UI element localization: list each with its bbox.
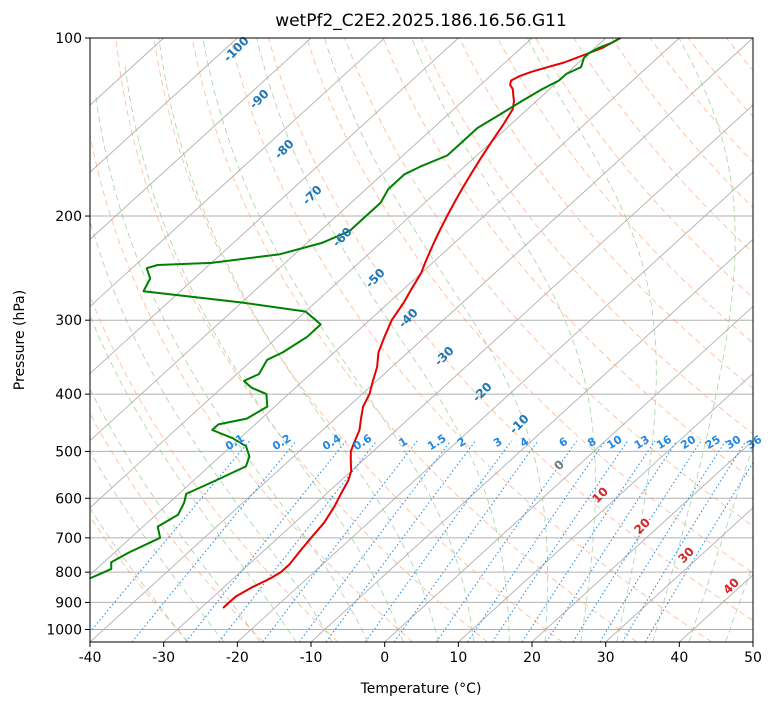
mixing-ratio-line [622, 441, 746, 642]
x-tick-label: 10 [449, 650, 467, 666]
y-tick-label: 100 [55, 31, 82, 47]
x-tick-label: 30 [597, 650, 615, 666]
dry-adiabat-line [192, 38, 637, 642]
dry-adiabat-line [497, 38, 775, 642]
dry-adiabat-line [0, 38, 189, 642]
mixing-ratio-label: 0.6 [351, 432, 375, 454]
moist-adiabat-line [68, 115, 332, 642]
mixing-ratio-line [219, 441, 377, 642]
mixing-ratio-label: 30 [724, 433, 744, 452]
mixing-ratio-label: 3 [491, 435, 504, 450]
mixing-ratio-line [132, 441, 296, 642]
moist-adiabat-line [726, 38, 775, 642]
theta-e-label: -80 [272, 137, 297, 162]
isotherm-line [16, 38, 679, 642]
x-axis-label: Temperature (°C) [360, 681, 482, 697]
moist-adiabat-line [203, 38, 474, 642]
mixing-ratio-label: 16 [654, 433, 674, 452]
dry-adiabat-line [78, 38, 413, 642]
y-tick-label: 1000 [46, 622, 82, 638]
mixing-ratio-line [522, 441, 655, 642]
mixing-ratio-line [263, 441, 417, 642]
y-axis-label: Pressure (hPa) [12, 290, 28, 390]
x-tick-label: -40 [79, 650, 102, 666]
y-tick-label: 900 [55, 595, 82, 611]
mixing-ratio-label: 4 [518, 435, 532, 450]
dry-adiabat-line [421, 38, 775, 642]
moist-adiabat-label: 20 [631, 515, 653, 537]
mixing-ratio-line [468, 441, 606, 642]
y-tick-label: 300 [55, 313, 82, 329]
background-lines [0, 38, 775, 642]
moist-adiabat-label: 40 [720, 575, 742, 597]
x-tick-label: -20 [226, 650, 249, 666]
y-tick-label: 500 [55, 444, 82, 460]
theta-e-label: -60 [330, 225, 355, 250]
dry-adiabat-line [574, 38, 775, 642]
mixing-ratio-line [436, 441, 576, 642]
dry-adiabat-line [650, 38, 775, 642]
y-tick-label: 200 [55, 209, 82, 225]
moist-adiabat-label: 10 [589, 484, 611, 506]
dry-adiabat-line [765, 38, 775, 642]
theta-e-label: -10 [507, 412, 532, 437]
moist-adiabat-label: 30 [675, 544, 697, 566]
mixing-ratio-line [326, 441, 475, 642]
y-tick-label: 400 [55, 387, 82, 403]
freezing-label: 0 [551, 457, 567, 473]
chart-title: wetPf2_C2E2.2025.186.16.56.G11 [275, 11, 567, 31]
y-tick-label: 800 [55, 565, 82, 581]
x-tick-label: -10 [300, 650, 323, 666]
dry-adiabat-line [726, 38, 775, 642]
mixing-ratio-line [546, 441, 677, 642]
mixing-ratio-label: 8 [585, 435, 598, 450]
mixing-ratio-line [394, 441, 538, 642]
y-tick-label: 700 [55, 531, 82, 547]
x-tick-label: 50 [744, 650, 762, 666]
x-tick-label: 20 [523, 650, 541, 666]
profile-series [58, 38, 620, 608]
x-tick-label: 40 [670, 650, 688, 666]
moist-adiabat-line [689, 38, 775, 642]
mixing-ratio-label: 1 [396, 435, 409, 450]
mixing-ratio-label: 0.4 [320, 432, 344, 454]
mixing-ratio-line [365, 441, 511, 642]
isotherm-line [0, 38, 458, 642]
isotherm-line [753, 38, 775, 642]
dry-adiabat-line [688, 38, 775, 642]
mixing-ratio-label: 36 [744, 433, 764, 452]
theta-e-label: -90 [247, 87, 272, 112]
mixing-ratio-label: 25 [703, 433, 723, 452]
mixing-ratio-line [573, 441, 701, 642]
theta-e-label: -20 [470, 380, 495, 405]
mixing-ratio-line [186, 441, 346, 642]
moist-adiabat-line [412, 38, 596, 642]
moist-adiabat-line [324, 38, 547, 642]
x-tick-label: 0 [380, 650, 389, 666]
dewpoint-profile [58, 38, 620, 608]
mixing-ratio-label: 6 [557, 435, 571, 450]
mixing-ratio-label: 13 [632, 433, 652, 452]
mixing-ratio-line [600, 441, 726, 642]
moist-adiabat-line [125, 63, 404, 643]
mixing-ratio-line [299, 441, 451, 642]
dry-adiabat-line [345, 38, 775, 642]
y-tick-label: 600 [55, 491, 82, 507]
x-tick-label: -30 [152, 650, 175, 666]
moist-adiabat-line [0, 182, 224, 642]
theta-e-label: -70 [300, 183, 325, 208]
isotherm-line [90, 38, 753, 642]
mixing-ratio-label: 1.5 [425, 432, 448, 453]
